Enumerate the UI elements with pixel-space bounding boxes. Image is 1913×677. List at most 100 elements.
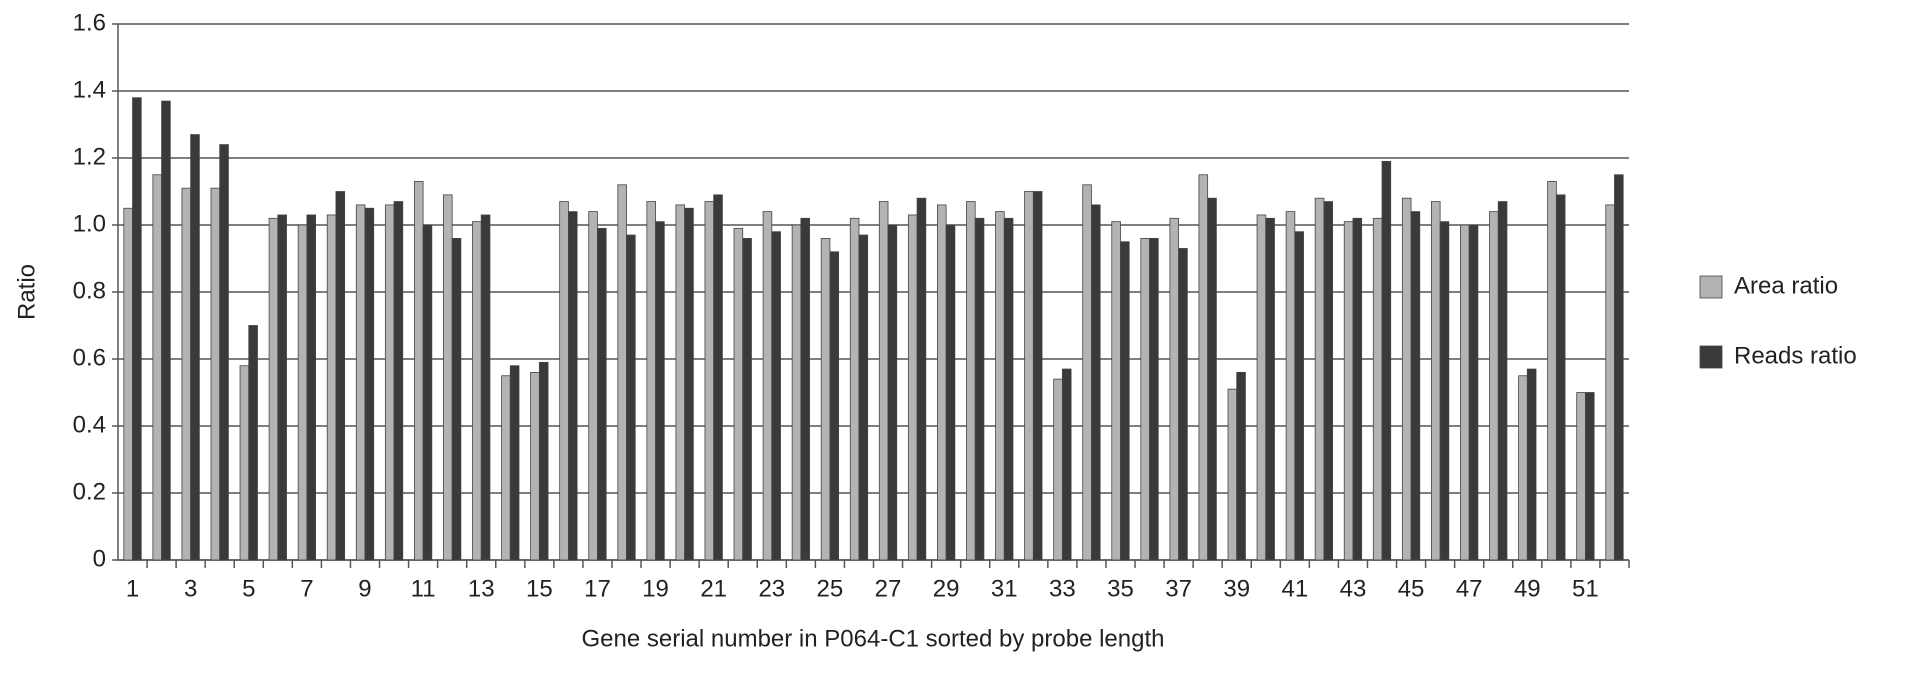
x-tick-label: 5 bbox=[242, 575, 255, 602]
bar bbox=[1285, 211, 1296, 561]
bar bbox=[684, 207, 694, 561]
y-tick-label: 1.2 bbox=[73, 143, 106, 170]
bar bbox=[1547, 181, 1557, 561]
bar bbox=[829, 251, 840, 561]
bar bbox=[1431, 201, 1441, 561]
bar bbox=[161, 100, 171, 561]
x-tick-label: 3 bbox=[184, 575, 197, 602]
bar bbox=[1410, 211, 1421, 561]
y-tick-label: 0.8 bbox=[73, 277, 106, 304]
y-axis-label: Ratio bbox=[13, 264, 40, 320]
bar bbox=[1256, 214, 1267, 561]
bar bbox=[675, 204, 686, 561]
bar bbox=[152, 174, 162, 561]
x-axis-label: Gene serial number in P064-C1 sorted by … bbox=[581, 625, 1164, 652]
bar bbox=[335, 191, 346, 561]
bar bbox=[190, 134, 200, 561]
bar bbox=[1352, 217, 1363, 561]
bar bbox=[1468, 224, 1479, 561]
x-tick-label: 23 bbox=[758, 575, 785, 602]
x-tick-label: 45 bbox=[1398, 575, 1425, 602]
y-tick-label: 0.6 bbox=[73, 344, 106, 371]
bar bbox=[297, 224, 308, 561]
bar bbox=[567, 211, 578, 561]
x-tick-label: 17 bbox=[584, 575, 611, 602]
bar bbox=[907, 214, 918, 561]
bar bbox=[1314, 197, 1325, 561]
bar bbox=[1605, 204, 1615, 561]
bar bbox=[1343, 221, 1354, 561]
bar bbox=[393, 201, 404, 561]
bar bbox=[1518, 375, 1528, 561]
legend-swatch bbox=[1699, 275, 1723, 299]
bar bbox=[268, 217, 279, 561]
bar bbox=[646, 201, 656, 561]
bar bbox=[326, 214, 337, 561]
bar bbox=[820, 237, 831, 561]
y-tick-label: 0.4 bbox=[73, 411, 106, 438]
bar bbox=[239, 365, 250, 561]
bar bbox=[1555, 194, 1566, 561]
x-tick-label: 7 bbox=[300, 575, 313, 602]
bar bbox=[132, 97, 142, 561]
x-tick-label: 9 bbox=[358, 575, 371, 602]
bar bbox=[945, 224, 956, 561]
x-tick-label: 47 bbox=[1456, 575, 1483, 602]
bar bbox=[501, 375, 511, 561]
bar bbox=[1323, 201, 1334, 561]
bar bbox=[800, 217, 810, 561]
bar bbox=[306, 214, 316, 561]
bar bbox=[1140, 237, 1150, 561]
bar bbox=[1024, 191, 1034, 561]
y-tick-label: 0 bbox=[93, 545, 106, 572]
bar bbox=[355, 204, 366, 561]
x-tick-label: 49 bbox=[1514, 575, 1541, 602]
legend-label: Reads ratio bbox=[1734, 342, 1857, 369]
bar bbox=[937, 204, 947, 561]
bar bbox=[1576, 392, 1586, 561]
bar bbox=[1614, 174, 1624, 561]
x-tick-label: 21 bbox=[700, 575, 727, 602]
bar bbox=[1120, 241, 1130, 561]
bar bbox=[617, 184, 627, 561]
x-tick-label: 13 bbox=[468, 575, 495, 602]
x-tick-label: 15 bbox=[526, 575, 553, 602]
bar bbox=[181, 187, 192, 561]
bar bbox=[1082, 184, 1092, 561]
x-tick-label: 25 bbox=[817, 575, 844, 602]
x-tick-label: 37 bbox=[1165, 575, 1192, 602]
y-tick-label: 1.4 bbox=[73, 76, 106, 103]
bar bbox=[219, 144, 229, 561]
bar bbox=[422, 224, 433, 561]
bar bbox=[1198, 174, 1209, 561]
bar bbox=[480, 214, 491, 561]
bar bbox=[704, 201, 715, 561]
bar bbox=[588, 211, 598, 561]
x-tick-label: 39 bbox=[1223, 575, 1250, 602]
bar bbox=[1032, 191, 1043, 561]
x-tick-label: 43 bbox=[1340, 575, 1367, 602]
x-tick-label: 29 bbox=[933, 575, 960, 602]
bar bbox=[559, 201, 569, 561]
bar bbox=[1294, 231, 1304, 561]
x-tick-label: 19 bbox=[642, 575, 669, 602]
bar bbox=[858, 234, 869, 561]
bar bbox=[1265, 217, 1275, 561]
bar bbox=[277, 214, 287, 561]
bar bbox=[974, 217, 985, 561]
bar bbox=[887, 224, 898, 561]
bar bbox=[713, 194, 723, 561]
bar bbox=[1460, 224, 1470, 561]
x-tick-label: 35 bbox=[1107, 575, 1134, 602]
bar bbox=[1439, 221, 1450, 561]
bar bbox=[1149, 237, 1159, 561]
x-tick-label: 33 bbox=[1049, 575, 1076, 602]
bar bbox=[966, 201, 976, 561]
bar bbox=[849, 217, 860, 561]
bar bbox=[1227, 388, 1238, 561]
y-tick-label: 1.6 bbox=[73, 9, 106, 36]
bar bbox=[509, 365, 520, 561]
x-tick-label: 27 bbox=[875, 575, 902, 602]
bar bbox=[1169, 217, 1180, 561]
